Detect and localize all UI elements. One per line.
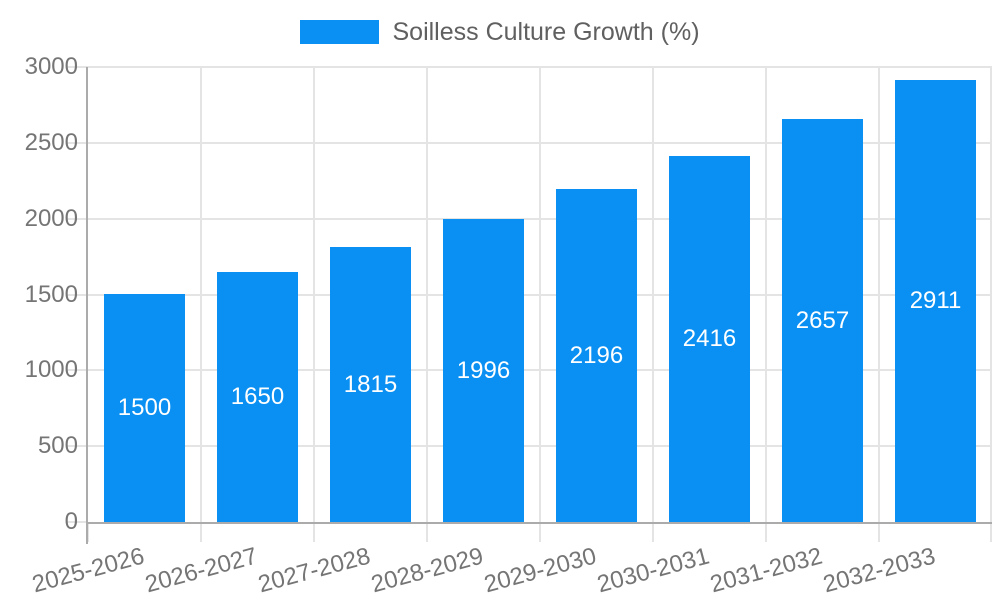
x-tick-mark [87,524,89,542]
legend-label: Soilless Culture Growth (%) [392,18,700,46]
x-tick-mark [652,524,654,542]
x-tick-mark [313,524,315,542]
gridline-v [539,67,541,522]
gridline-v [990,67,992,522]
x-tick-mark [765,524,767,542]
gridline-v [200,67,202,522]
y-tick-mark [67,369,88,371]
gridline-v [313,67,315,522]
x-axis-tick-label: 2026-2027 [142,542,261,599]
bar: 2657 [782,119,863,522]
bar: 2416 [669,156,750,522]
bar-value-label: 1500 [117,394,172,421]
bar: 1500 [104,294,185,522]
y-axis-tick-label: 1500 [24,281,78,308]
y-tick-mark [67,294,88,296]
gridline-v [765,67,767,522]
y-tick-mark [67,218,88,220]
bar: 2911 [895,80,976,522]
legend-swatch [300,20,380,44]
bar-value-label: 2911 [909,287,962,314]
y-axis-tick-label: 3000 [24,53,78,80]
plot-area: 1500 1650 1815 1996 2196 2416 2657 2911 0 500 100… [25,53,992,598]
y-tick-mark [67,521,88,523]
bar-value-label: 2416 [682,325,737,352]
x-axis-tick-label: 2030-2031 [594,542,713,599]
y-tick-mark [67,445,88,447]
x-axis-tick-label: 2031-2032 [707,542,826,599]
x-tick-mark [539,524,541,542]
x-tick-mark [200,524,202,542]
bar: 1996 [443,219,524,522]
y-axis-tick-label: 1000 [24,356,78,383]
bar: 1815 [330,247,411,522]
y-axis-tick-label: 2500 [24,129,78,156]
x-tick-mark [878,524,880,542]
x-tick-mark [990,524,992,542]
bar-value-label: 2657 [795,306,850,334]
x-tick-mark [426,524,428,542]
y-tick-mark [67,142,88,144]
y-axis-tick-label: 0 [64,508,78,535]
x-axis-tick-label: 2032-2033 [820,542,939,599]
x-axis-tick-label: 2028-2029 [368,542,487,599]
x-axis-tick-label: 2025-2026 [29,542,148,599]
gridline-v [878,67,880,522]
bar: 1650 [217,272,298,522]
x-axis-tick-label: 2029-2030 [481,542,600,599]
bar: 2196 [556,189,637,522]
legend: Soilless Culture Growth (%) [0,18,1000,46]
x-axis-line [86,522,992,524]
y-tick-mark [67,66,88,68]
bar-value-label: 2196 [569,341,624,369]
gridline-v [426,67,428,522]
bar-value-label: 1815 [343,370,398,398]
gridline-v [652,67,654,522]
x-axis-tick-label: 2027-2028 [255,542,374,599]
y-axis-tick-label: 500 [37,432,78,459]
y-axis-line [86,67,88,544]
bar-value-label: 1650 [230,383,285,410]
y-axis-tick-label: 2000 [24,205,78,232]
bar-value-label: 1996 [456,356,511,384]
